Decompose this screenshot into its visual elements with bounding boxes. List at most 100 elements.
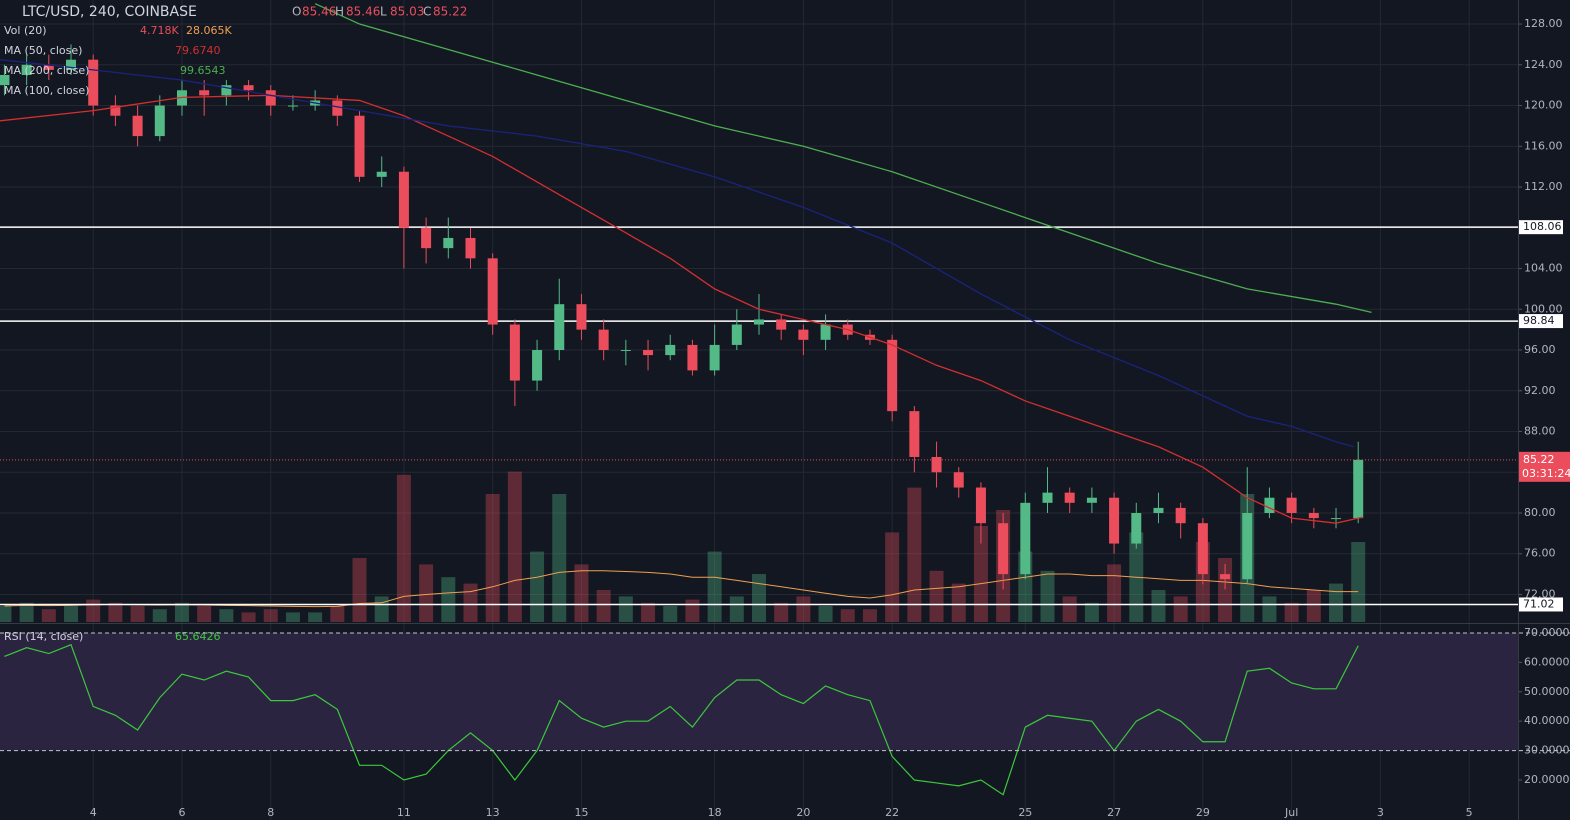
- volume-bar: [86, 599, 101, 622]
- volume-bar: [1151, 590, 1166, 622]
- candle-body: [754, 319, 764, 325]
- ma-line: [0, 59, 1354, 448]
- volume-bar: [907, 487, 922, 622]
- y-tick-label: 80.00: [1524, 506, 1556, 519]
- candle-body: [554, 304, 565, 351]
- volume-bar: [1284, 602, 1299, 622]
- volume-bar: [1040, 570, 1055, 622]
- candle-body: [1331, 518, 1342, 520]
- candle-body: [665, 344, 676, 356]
- candle-body: [88, 59, 99, 106]
- volume-bar: [219, 609, 234, 622]
- volume-bar: [263, 609, 278, 622]
- candle-body: [1353, 459, 1364, 519]
- rsi-tick-label: 60.0000: [1524, 655, 1570, 668]
- level-label: 71.02: [1523, 597, 1555, 610]
- countdown-label: 03:31:24: [1522, 467, 1570, 480]
- rsi-tick-label: 40.0000: [1524, 714, 1570, 727]
- volume-bar: [796, 596, 811, 622]
- volume-bar: [64, 606, 79, 622]
- candle-body: [1131, 513, 1142, 544]
- candle-body: [798, 329, 809, 340]
- candle-body: [1197, 523, 1208, 575]
- y-tick-label: 116.00: [1524, 139, 1563, 152]
- volume-ma-line: [4, 570, 1359, 608]
- y-tick-label: 92.00: [1524, 384, 1556, 397]
- level-label-box: [1519, 220, 1563, 235]
- volume-bar: [951, 583, 966, 622]
- volume-bar: [419, 564, 434, 622]
- y-tick-label: 96.00: [1524, 343, 1556, 356]
- volume-bar: [463, 583, 478, 622]
- candle-body: [465, 237, 476, 259]
- x-tick-label: 3: [1377, 806, 1384, 819]
- volume-bar: [130, 606, 145, 622]
- candle-body: [443, 237, 454, 249]
- candle-body: [1286, 497, 1297, 514]
- volume-bar: [1173, 596, 1188, 622]
- candle-body: [43, 64, 54, 70]
- candle-body: [132, 115, 143, 137]
- symbol: LTC/USD, 240, COINBASE: [22, 4, 197, 20]
- volume-bar: [19, 602, 34, 622]
- x-tick-label: 22: [885, 806, 899, 819]
- volume-bar: [308, 612, 323, 622]
- candle-body: [421, 227, 432, 249]
- y-tick-label: 72.00: [1524, 587, 1556, 600]
- rsi-legend: RSI (14, close): [4, 630, 83, 643]
- x-tick-label: 11: [397, 806, 411, 819]
- volume-bar: [108, 602, 123, 622]
- open-value: 85.46: [302, 5, 336, 19]
- candle-body: [0, 74, 10, 86]
- axis: 4 6 8 11 13 15 18 20 22 25 27 29 Jul 3 5 72.00 76.00 80.0…: [90, 17, 1570, 819]
- x-tick-label: 6: [178, 806, 185, 819]
- volume-bar: [197, 606, 212, 622]
- y-tick-label: 100.00: [1524, 302, 1563, 315]
- candle-body: [1220, 574, 1231, 580]
- x-tick-label: 27: [1107, 806, 1121, 819]
- y-tick-label: 112.00: [1524, 180, 1563, 193]
- volume-bar: [1062, 596, 1077, 622]
- ma-line: [314, 3, 1372, 313]
- volume-bar: [352, 558, 367, 622]
- volume-bar: [1351, 542, 1366, 622]
- rsi-value: 65.6426: [175, 630, 221, 643]
- ma-line: [0, 94, 1363, 524]
- last-price-box: [1519, 451, 1570, 482]
- candle-body: [776, 319, 787, 330]
- candle-body: [709, 344, 720, 371]
- volume-value: 4.718K: [140, 24, 179, 37]
- volume-bar: [152, 609, 167, 622]
- volume-bar: [596, 590, 611, 622]
- ma100-legend: MA (100, close): [4, 84, 89, 97]
- volume-bar: [1107, 564, 1122, 622]
- l-label: L: [380, 5, 387, 19]
- volume-bar: [485, 494, 500, 622]
- level-label-box: [1519, 314, 1563, 329]
- volume-bar: [507, 471, 522, 622]
- candle-body: [1109, 497, 1120, 544]
- level-label: 98.84: [1523, 314, 1555, 327]
- rsi-tick-label: 50.0000: [1524, 685, 1570, 698]
- ma200-legend: MA (200, close): [4, 64, 89, 77]
- candle-body: [598, 329, 609, 351]
- ma200-value: 99.6543: [180, 64, 226, 77]
- level-label: 108.06: [1523, 220, 1562, 233]
- volume-bar: [0, 606, 12, 622]
- candle-body: [332, 100, 343, 116]
- volume-legend: Vol (20): [4, 24, 47, 37]
- volume-bar: [752, 574, 766, 622]
- candle-body: [998, 523, 1009, 575]
- candle-body: [509, 324, 520, 381]
- candle-body: [221, 85, 232, 96]
- x-tick-label: 5: [1466, 806, 1473, 819]
- candle-body: [1020, 502, 1031, 575]
- x-tick-label: 13: [486, 806, 500, 819]
- high-value: 85.46: [346, 5, 380, 19]
- volume-bar: [618, 596, 633, 622]
- candle-body: [21, 64, 32, 75]
- volume-bar: [729, 596, 744, 622]
- close-value: 85.22: [433, 5, 467, 19]
